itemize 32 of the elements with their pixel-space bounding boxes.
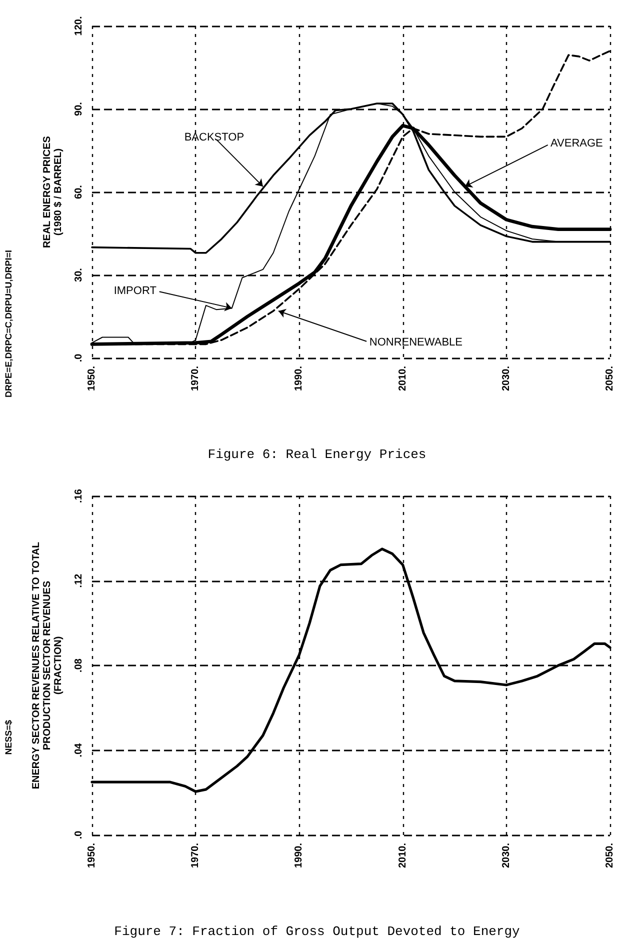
y-tick-label: .16: [74, 488, 84, 503]
x-tick-label: 1950.: [86, 842, 98, 868]
y-tick-label: .08: [74, 658, 84, 672]
x-tick-label: 1970.: [190, 366, 202, 392]
annotation: NONRENEWABLE: [369, 336, 462, 348]
x-tick-label: 1990.: [294, 366, 305, 392]
annotation: AVERAGE: [550, 138, 603, 150]
x-tick-label: 1970.: [190, 842, 202, 868]
y-tick-label: .12: [74, 573, 84, 588]
text: Figure 6: Real Energy Prices: [208, 447, 426, 462]
x-tick-label: 2010.: [397, 842, 408, 868]
y-axis-title: ENERGY SECTOR REVENUES RELATIVE TO TOTAL PRODUCTION SECTOR REVENUES (FRACTION): [31, 542, 64, 790]
text: NESS=$: [4, 720, 14, 755]
x-tick-label: 2050.: [604, 842, 616, 868]
x-tick-label: 2030.: [500, 842, 512, 868]
x-tick-label: 1950.: [86, 366, 98, 392]
text: DRPE=E,DRPC=C,DRPU=U,DRPI=I: [4, 250, 14, 398]
x-tick-label: 2050.: [604, 366, 616, 392]
y-tick-label: .0: [74, 830, 84, 840]
y-tick-label: 120.: [74, 16, 84, 36]
annotation: BACKSTOP: [184, 131, 244, 144]
y-tick-label: 30.: [74, 268, 84, 282]
y-tick-label: 90.: [74, 102, 84, 116]
y-tick-label: .0: [74, 353, 84, 362]
y-tick-label: 60.: [74, 184, 84, 199]
x-tick-label: 1990.: [294, 842, 305, 868]
y-axis-title: REAL ENERGY PRICES (1980 $ / BARREL): [42, 136, 64, 248]
x-tick-label: 2030.: [500, 366, 512, 392]
y-tick-label: .04: [74, 742, 84, 758]
text: Figure 7: Fraction of Gross Output Devoted to Energy: [114, 924, 520, 939]
x-tick-label: 2010.: [397, 366, 408, 392]
annotation: IMPORT: [114, 284, 157, 297]
